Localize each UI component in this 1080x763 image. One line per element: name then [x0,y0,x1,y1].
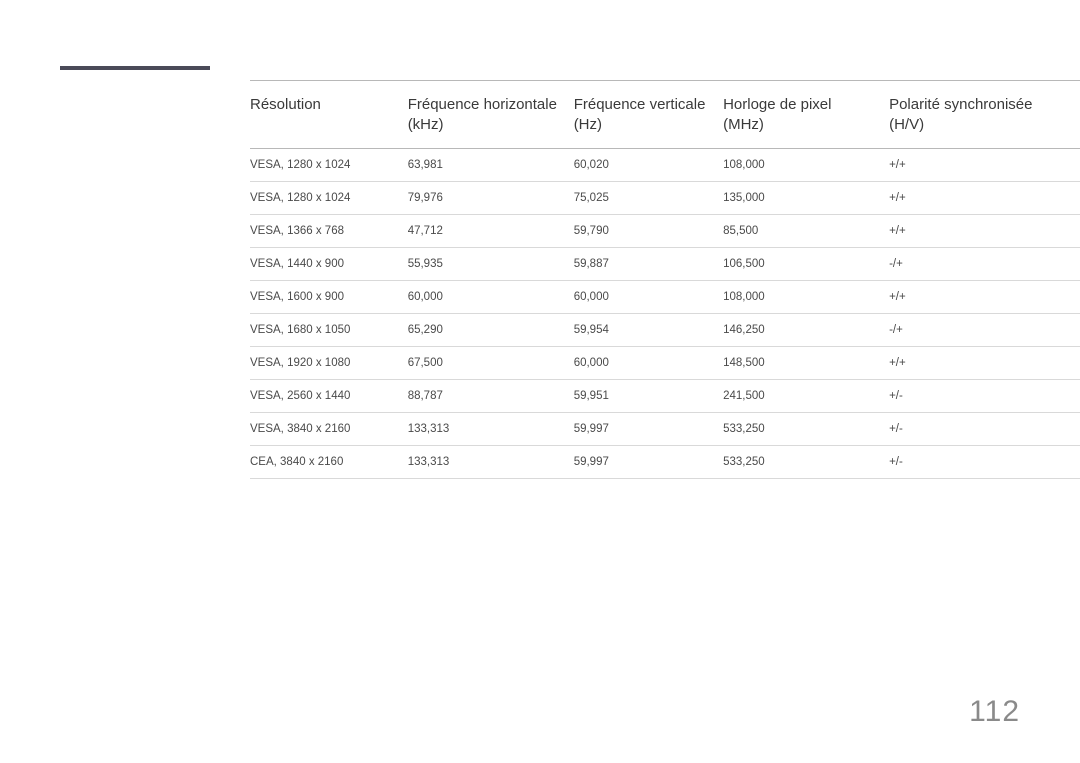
table-cell: 133,313 [408,412,574,445]
table-cell: +/- [889,445,1080,478]
table-cell: 60,000 [574,346,723,379]
col-polarity-line1: Polarité synchronisée [889,96,1032,113]
table-cell: +/+ [889,346,1080,379]
table-cell: 60,020 [574,148,723,181]
table-row: VESA, 1366 x 76847,71259,79085,500+/+ [250,214,1080,247]
table-cell: 60,000 [408,280,574,313]
col-pixelclock: Horloge de pixel (MHz) [723,81,889,149]
table-cell: 75,025 [574,181,723,214]
table-row: VESA, 2560 x 144088,78759,951241,500+/- [250,379,1080,412]
signal-modes-table: Résolution Fréquence horizontale (kHz) F… [250,80,1080,479]
table-cell: CEA, 3840 x 2160 [250,445,408,478]
table-cell: 59,997 [574,412,723,445]
table-cell: VESA, 1680 x 1050 [250,313,408,346]
table-cell: +/+ [889,280,1080,313]
table-cell: 108,000 [723,148,889,181]
table-cell: VESA, 2560 x 1440 [250,379,408,412]
col-polarity: Polarité synchronisée (H/V) [889,81,1080,149]
table-cell: VESA, 1366 x 768 [250,214,408,247]
col-pixelclock-line2: (MHz) [723,116,764,133]
table-cell: 67,500 [408,346,574,379]
table-row: CEA, 3840 x 2160133,31359,997533,250+/- [250,445,1080,478]
col-hfreq: Fréquence horizontale (kHz) [408,81,574,149]
table-cell: 59,997 [574,445,723,478]
col-resolution: Résolution [250,81,408,149]
table-cell: 60,000 [574,280,723,313]
table-cell: 133,313 [408,445,574,478]
table-cell: VESA, 1600 x 900 [250,280,408,313]
table-cell: 241,500 [723,379,889,412]
col-vfreq-line2: (Hz) [574,116,602,133]
table-cell: VESA, 1280 x 1024 [250,148,408,181]
table-cell: 85,500 [723,214,889,247]
table-cell: -/+ [889,247,1080,280]
table-cell: 108,000 [723,280,889,313]
col-pixelclock-line1: Horloge de pixel [723,96,831,113]
col-hfreq-line1: Fréquence horizontale [408,96,557,113]
table-cell: +/- [889,379,1080,412]
col-resolution-line1: Résolution [250,96,321,113]
table-cell: -/+ [889,313,1080,346]
table-cell: VESA, 3840 x 2160 [250,412,408,445]
table-cell: VESA, 1280 x 1024 [250,181,408,214]
table-cell: 88,787 [408,379,574,412]
table-cell: 59,954 [574,313,723,346]
table-cell: 65,290 [408,313,574,346]
table-row: VESA, 1600 x 90060,00060,000108,000+/+ [250,280,1080,313]
table-body: VESA, 1280 x 102463,98160,020108,000+/+V… [250,148,1080,478]
table-row: VESA, 1280 x 102479,97675,025135,000+/+ [250,181,1080,214]
table-cell: VESA, 1920 x 1080 [250,346,408,379]
page: Résolution Fréquence horizontale (kHz) F… [0,0,1080,763]
table-cell: 106,500 [723,247,889,280]
col-vfreq-line1: Fréquence verticale [574,96,706,113]
table-cell: 59,790 [574,214,723,247]
col-vfreq: Fréquence verticale (Hz) [574,81,723,149]
table-cell: 533,250 [723,412,889,445]
col-polarity-line2: (H/V) [889,116,924,133]
table-header: Résolution Fréquence horizontale (kHz) F… [250,81,1080,149]
table-cell: 135,000 [723,181,889,214]
table-row: VESA, 1280 x 102463,98160,020108,000+/+ [250,148,1080,181]
table-row: VESA, 1680 x 105065,29059,954146,250-/+ [250,313,1080,346]
table-cell: +/- [889,412,1080,445]
table-row: VESA, 1440 x 90055,93559,887106,500-/+ [250,247,1080,280]
table-cell: 533,250 [723,445,889,478]
table-cell: 59,951 [574,379,723,412]
table-cell: 63,981 [408,148,574,181]
accent-bar [60,66,210,70]
table-header-row: Résolution Fréquence horizontale (kHz) F… [250,81,1080,149]
table-cell: 79,976 [408,181,574,214]
table-cell: +/+ [889,181,1080,214]
table-cell: 59,887 [574,247,723,280]
table-cell: VESA, 1440 x 900 [250,247,408,280]
table-cell: 47,712 [408,214,574,247]
table-container: Résolution Fréquence horizontale (kHz) F… [250,80,1080,479]
table-cell: 146,250 [723,313,889,346]
table-cell: 148,500 [723,346,889,379]
table-cell: +/+ [889,148,1080,181]
table-row: VESA, 1920 x 108067,50060,000148,500+/+ [250,346,1080,379]
page-number: 112 [969,695,1020,729]
table-cell: 55,935 [408,247,574,280]
table-row: VESA, 3840 x 2160133,31359,997533,250+/- [250,412,1080,445]
col-hfreq-line2: (kHz) [408,116,444,133]
table-cell: +/+ [889,214,1080,247]
